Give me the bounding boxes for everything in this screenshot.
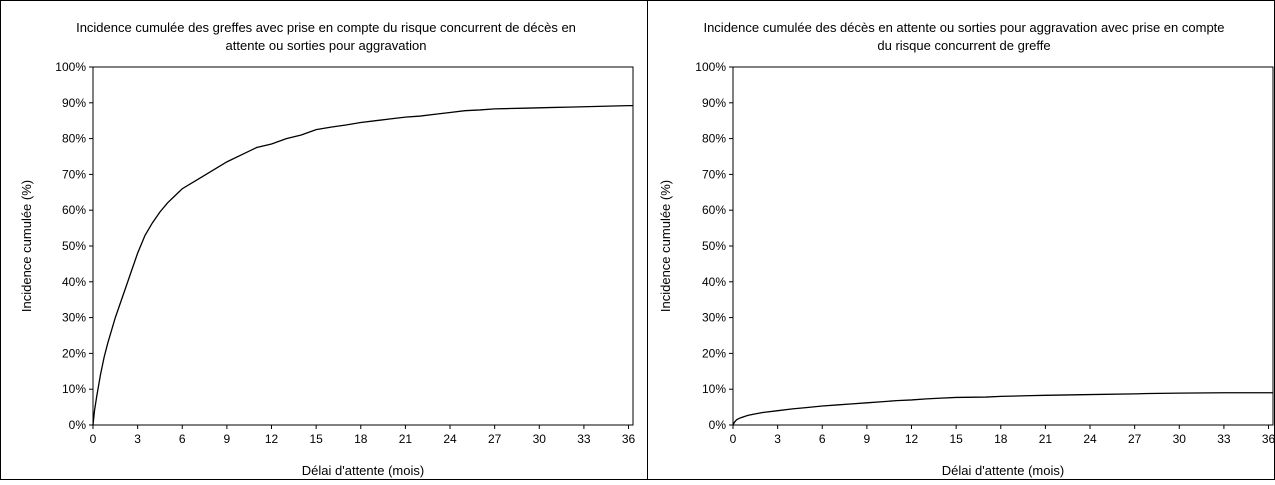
x-tick-label: 24 [1083,432,1097,446]
y-tick-label: 100% [695,60,726,74]
series-line [732,392,1273,426]
x-tick-label: 0 [90,432,97,446]
panel-death-incidence: Incidence cumulée des décès en attente o… [658,20,1275,478]
x-tick-label: 12 [265,432,279,446]
x-tick-label: 36 [1262,432,1275,446]
x-tick-label: 24 [443,432,457,446]
x-axis-label: Délai d'attente (mois) [302,463,424,478]
x-tick-label: 9 [224,432,231,446]
x-tick-label: 15 [309,432,323,446]
x-axis-label: Délai d'attente (mois) [942,463,1064,478]
x-tick-label: 33 [577,432,591,446]
x-tick-label: 6 [179,432,186,446]
x-tick-label: 30 [1173,432,1187,446]
y-tick-label: 40% [62,275,86,289]
y-tick-label: 0% [709,418,727,432]
y-tick-label: 80% [62,132,86,146]
y-tick-label: 10% [702,382,726,396]
x-tick-label: 21 [1039,432,1053,446]
x-tick-label: 18 [994,432,1008,446]
x-tick-label: 9 [864,432,871,446]
y-tick-label: 90% [702,96,726,110]
y-tick-label: 30% [62,311,86,325]
y-tick-label: 50% [702,239,726,253]
x-axis: 0 3 6 9 12 15 18 21 24 27 30 33 36 [730,425,1275,446]
y-tick-label: 60% [62,203,86,217]
y-tick-label: 80% [702,132,726,146]
x-tick-label: 27 [488,432,502,446]
y-axis: 0% 10% 20% 30% 40% 50% 60% 70% 80% 90% 100% [695,60,733,432]
panel-graft-incidence: Incidence cumulée des greffes avec prise… [19,20,636,478]
series-line [92,105,633,426]
y-tick-label: 100% [55,60,86,74]
x-tick-label: 15 [949,432,963,446]
x-tick-label: 36 [622,432,636,446]
y-tick-label: 0% [69,418,87,432]
panel-title-line1: Incidence cumulée des décès en attente o… [703,20,1224,35]
panel-title-line2: du risque concurrent de greffe [877,38,1050,53]
x-tick-label: 33 [1217,432,1231,446]
y-tick-label: 20% [702,346,726,360]
x-tick-label: 30 [533,432,547,446]
x-tick-label: 0 [730,432,737,446]
plot-area [732,66,1274,426]
y-tick-label: 40% [702,275,726,289]
y-axis-label: Incidence cumulée (%) [19,180,34,312]
x-tick-label: 3 [774,432,781,446]
x-tick-label: 6 [819,432,826,446]
y-tick-label: 50% [62,239,86,253]
y-tick-label: 70% [702,167,726,181]
x-tick-label: 21 [399,432,413,446]
x-tick-label: 3 [134,432,141,446]
y-tick-label: 90% [62,96,86,110]
y-axis: 0% 10% 20% 30% 40% 50% 60% 70% 80% 90% 100% [55,60,93,432]
y-tick-label: 10% [62,382,86,396]
y-tick-label: 60% [702,203,726,217]
panel-title-line2: attente ou sorties pour aggravation [226,38,427,53]
x-axis: 0 3 6 9 12 15 18 21 24 27 30 33 36 [90,425,636,446]
x-tick-label: 27 [1128,432,1142,446]
y-tick-label: 20% [62,346,86,360]
plot-area [92,66,634,426]
y-tick-label: 30% [702,311,726,325]
x-tick-label: 18 [354,432,368,446]
y-tick-label: 70% [62,167,86,181]
x-tick-label: 12 [905,432,919,446]
panel-title-line1: Incidence cumulée des greffes avec prise… [76,20,576,35]
y-axis-label: Incidence cumulée (%) [658,180,673,312]
